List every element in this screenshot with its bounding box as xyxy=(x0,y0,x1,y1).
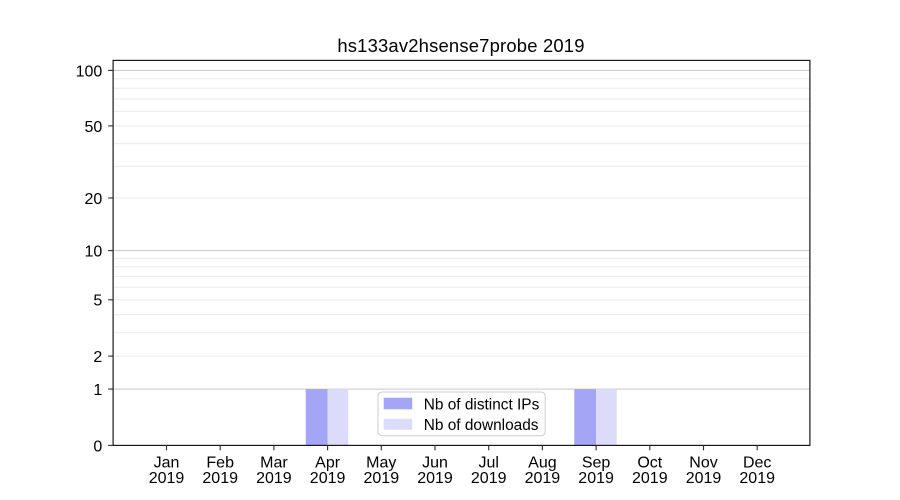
svg-text:2019: 2019 xyxy=(578,470,614,487)
svg-text:Apr: Apr xyxy=(315,455,341,472)
svg-text:2019: 2019 xyxy=(739,470,775,487)
svg-text:50: 50 xyxy=(85,119,103,136)
svg-text:2019: 2019 xyxy=(471,470,507,487)
svg-text:10: 10 xyxy=(85,244,103,261)
svg-text:Mar: Mar xyxy=(260,455,288,472)
svg-text:Dec: Dec xyxy=(743,455,771,472)
svg-text:2019: 2019 xyxy=(417,470,453,487)
svg-text:100: 100 xyxy=(76,63,103,80)
svg-text:May: May xyxy=(366,455,396,472)
svg-text:2019: 2019 xyxy=(632,470,668,487)
svg-text:2: 2 xyxy=(93,349,102,366)
svg-text:2019: 2019 xyxy=(686,470,722,487)
svg-text:Aug: Aug xyxy=(528,455,556,472)
svg-text:2019: 2019 xyxy=(202,470,238,487)
svg-text:Jan: Jan xyxy=(154,455,180,472)
svg-text:2019: 2019 xyxy=(149,470,185,487)
svg-text:Nb of distinct IPs: Nb of distinct IPs xyxy=(424,396,540,413)
svg-text:2019: 2019 xyxy=(310,470,346,487)
svg-text:2019: 2019 xyxy=(256,470,292,487)
svg-text:2019: 2019 xyxy=(364,470,400,487)
svg-text:20: 20 xyxy=(85,191,103,208)
svg-text:Nov: Nov xyxy=(689,455,717,472)
svg-text:1: 1 xyxy=(93,382,102,399)
svg-text:Feb: Feb xyxy=(206,455,234,472)
svg-text:Nb of downloads: Nb of downloads xyxy=(424,417,539,434)
svg-text:0: 0 xyxy=(93,438,102,455)
svg-text:Sep: Sep xyxy=(582,455,611,472)
svg-text:Jul: Jul xyxy=(478,455,498,472)
svg-text:Oct: Oct xyxy=(637,455,662,472)
svg-text:Jun: Jun xyxy=(422,455,448,472)
svg-text:5: 5 xyxy=(93,293,102,310)
svg-text:hs133av2hsense7probe 2019: hs133av2hsense7probe 2019 xyxy=(337,35,584,56)
svg-text:2019: 2019 xyxy=(525,470,561,487)
